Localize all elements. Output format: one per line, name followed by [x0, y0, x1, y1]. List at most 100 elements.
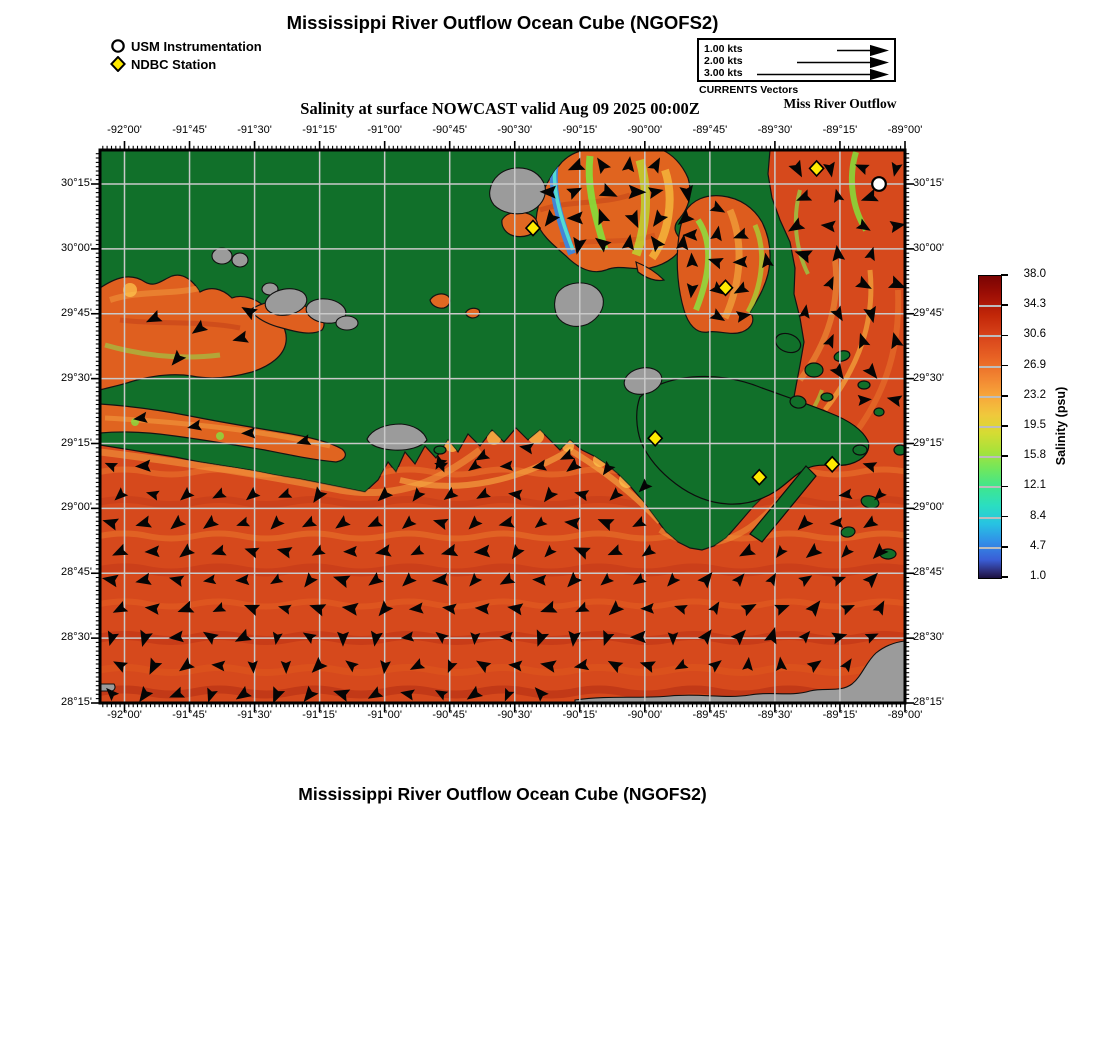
colorbar-tick-label: 38.0	[1023, 268, 1046, 280]
x-tick-label-bottom: -91°15'	[302, 709, 337, 721]
colorbar-tick	[1001, 546, 1008, 548]
colorbar-gridline	[979, 486, 1001, 489]
x-tick-label-bottom: -89°45'	[692, 709, 728, 721]
x-tick-label-bottom: -91°00'	[367, 709, 402, 721]
colorbar-tick-label: 30.6	[1023, 328, 1046, 341]
x-tick-label-top: -90°00'	[627, 124, 663, 136]
y-tick-label-right: 29°45'	[913, 306, 944, 319]
marker-legend: USM Instrumentation NDBC Station	[110, 37, 262, 73]
x-tick-label-top: -89°45'	[692, 124, 728, 136]
colorbar-title: Salinity (psu)	[1054, 386, 1068, 466]
current-vector-arrows	[101, 156, 906, 704]
usm-circle-icon	[111, 39, 125, 53]
colorbar-gridline	[979, 426, 1001, 428]
y-tick-label-right: 28°30'	[913, 631, 944, 644]
x-tick-label-top: -90°30'	[497, 124, 533, 136]
x-tick-label-bottom: -90°15'	[562, 709, 598, 721]
x-tick-label-top: -91°45'	[172, 124, 207, 136]
vector-key-arrows	[757, 44, 889, 80]
colorbar-tick-label: 34.3	[1023, 298, 1046, 311]
ndbc-station-marker	[824, 455, 841, 473]
colorbar-tick	[1001, 364, 1008, 367]
legend-label-usm: USM Instrumentation	[131, 38, 262, 54]
y-tick-label-left: 29°30'	[61, 371, 92, 384]
legend-row-usm: USM Instrumentation	[110, 37, 262, 55]
colorbar-tick-label: 4.7	[1030, 539, 1046, 552]
x-tick-label-bottom: -89°15'	[822, 709, 858, 721]
usm-instrumentation-marker	[871, 176, 887, 192]
y-tick-label-left: 28°30'	[61, 631, 92, 644]
ndbc-station-marker	[647, 429, 664, 447]
x-tick-label-bottom: -90°30'	[497, 709, 533, 721]
y-tick-label-right: 28°15'	[913, 696, 944, 708]
y-tick-label-right: 28°45'	[913, 566, 944, 579]
station-markers	[524, 159, 887, 486]
y-tick-label-right: 29°15'	[913, 436, 944, 449]
x-tick-label-bottom: -92°00'	[107, 709, 142, 721]
colorbar-gridline	[979, 516, 1001, 519]
figure-footer-title: Mississippi River Outflow Ocean Cube (NG…	[298, 784, 707, 804]
outflow-label: Miss River Outflow	[783, 96, 897, 111]
colorbar-tick	[1001, 395, 1008, 397]
x-tick-label-top: -89°15'	[822, 124, 858, 136]
ndbc-station-marker	[751, 468, 768, 486]
colorbar-gridline	[979, 365, 1001, 368]
y-tick-label-right: 29°30'	[913, 371, 944, 384]
y-tick-label-right: 30°00'	[913, 241, 944, 254]
y-tick-label-left: 30°15'	[61, 177, 92, 189]
current-vector-key: 1.00 kts 2.00 kts 3.00 kts	[697, 38, 896, 82]
colorbar-tick-label: 26.9	[1023, 358, 1046, 371]
colorbar-tick-label: 19.5	[1023, 419, 1046, 431]
x-tick-label-bottom: -91°45'	[172, 709, 207, 721]
colorbar-gridline	[979, 335, 1001, 338]
y-tick-label-right: 30°15'	[913, 177, 944, 189]
y-tick-label-left: 29°15'	[61, 436, 92, 449]
vector-key-entry-1: 1.00 kts	[704, 43, 743, 55]
y-tick-label-left: 29°45'	[61, 306, 92, 319]
legend-row-ndbc: NDBC Station	[110, 55, 262, 73]
x-tick-label-bottom: -91°30'	[237, 709, 272, 721]
map-subtitle: Salinity at surface NOWCAST valid Aug 09…	[300, 99, 700, 118]
colorbar-tick	[1001, 304, 1008, 306]
colorbar-tick-label: 23.2	[1023, 388, 1046, 401]
y-tick-label-left: 30°00'	[61, 241, 92, 254]
ndbc-station-marker	[717, 279, 734, 297]
y-tick-label-left: 28°45'	[61, 566, 92, 579]
x-tick-label-top: -91°00'	[367, 124, 402, 136]
x-tick-label-top: -90°15'	[562, 124, 598, 136]
x-tick-label-bottom: -90°45'	[432, 709, 467, 721]
colorbar-gridline	[979, 305, 1001, 308]
x-tick-label-bottom: -89°30'	[757, 709, 793, 721]
colorbar-tick	[1001, 515, 1008, 518]
colorbar-tick	[1001, 274, 1008, 276]
x-tick-label-top: -91°15'	[302, 124, 337, 136]
colorbar-gridline	[979, 395, 1001, 398]
vector-key-entry-2: 2.00 kts	[704, 55, 743, 67]
colorbar-tick-label: 15.8	[1023, 449, 1046, 462]
x-tick-label-top: -92°00'	[107, 124, 142, 136]
colorbar-gridline	[979, 456, 1001, 459]
colorbar-tick	[1001, 576, 1008, 578]
colorbar-tick	[1001, 485, 1008, 488]
x-tick-label-bottom: -90°00'	[627, 709, 663, 721]
colorbar	[978, 275, 1002, 579]
colorbar-gridline	[979, 546, 1001, 549]
map-frame	[98, 148, 907, 705]
y-tick-label-left: 28°15'	[61, 696, 92, 708]
colorbar-tick	[1001, 334, 1008, 337]
x-tick-label-top: -89°30'	[757, 124, 793, 136]
ndbc-station-marker	[808, 159, 825, 178]
ndbc-diamond-icon	[110, 56, 126, 72]
vector-key-entry-3: 3.00 kts	[704, 67, 743, 79]
colorbar-tick	[1001, 425, 1008, 427]
colorbar-tick-label: 12.1	[1023, 479, 1046, 492]
vector-key-caption: CURRENTS Vectors	[699, 84, 799, 96]
salinity-map	[91, 141, 914, 712]
colorbar-tick-label: 8.4	[1030, 509, 1046, 522]
figure-title: Mississippi River Outflow Ocean Cube (NG…	[286, 12, 719, 33]
colorbar-tick-label: 1.0	[1030, 570, 1046, 582]
x-tick-label-top: -90°45'	[432, 124, 467, 136]
colorbar-tick	[1001, 455, 1008, 457]
ndbc-station-marker	[524, 219, 542, 237]
